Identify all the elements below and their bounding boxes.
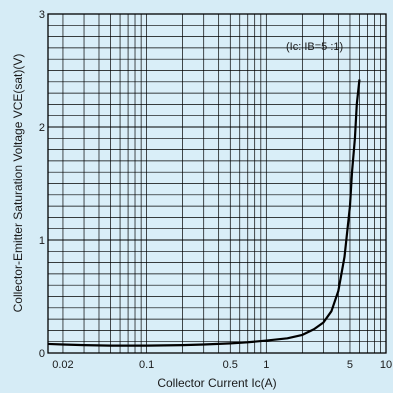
- x-tick-label: 0.5: [223, 359, 238, 371]
- y-tick-label: 2: [39, 122, 45, 134]
- x-tick-label: 10: [380, 359, 392, 371]
- y-tick-label: 1: [39, 235, 45, 247]
- y-tick-label: 3: [39, 9, 45, 21]
- x-tick-label: 1: [263, 359, 269, 371]
- grid: [48, 14, 386, 353]
- x-tick-label: 0.1: [139, 359, 154, 371]
- x-tick-label: 0.02: [52, 359, 73, 371]
- y-tick-label: 0: [39, 348, 45, 360]
- x-tick-labels: 0.02 0.1 0.5 1 5 10: [52, 359, 392, 371]
- plot-frame: [47, 13, 387, 354]
- series-line: [47, 79, 361, 347]
- y-axis-label: Collector-Emitter Saturation Voltage VCE…: [11, 54, 25, 313]
- ratio-annotation: (Ic: IB=5 :1): [286, 41, 343, 53]
- y-tick-labels: 0 1 2 3: [39, 9, 45, 360]
- x-axis-label: Collector Current Ic(A): [157, 376, 276, 390]
- x-tick-label: 5: [347, 359, 353, 371]
